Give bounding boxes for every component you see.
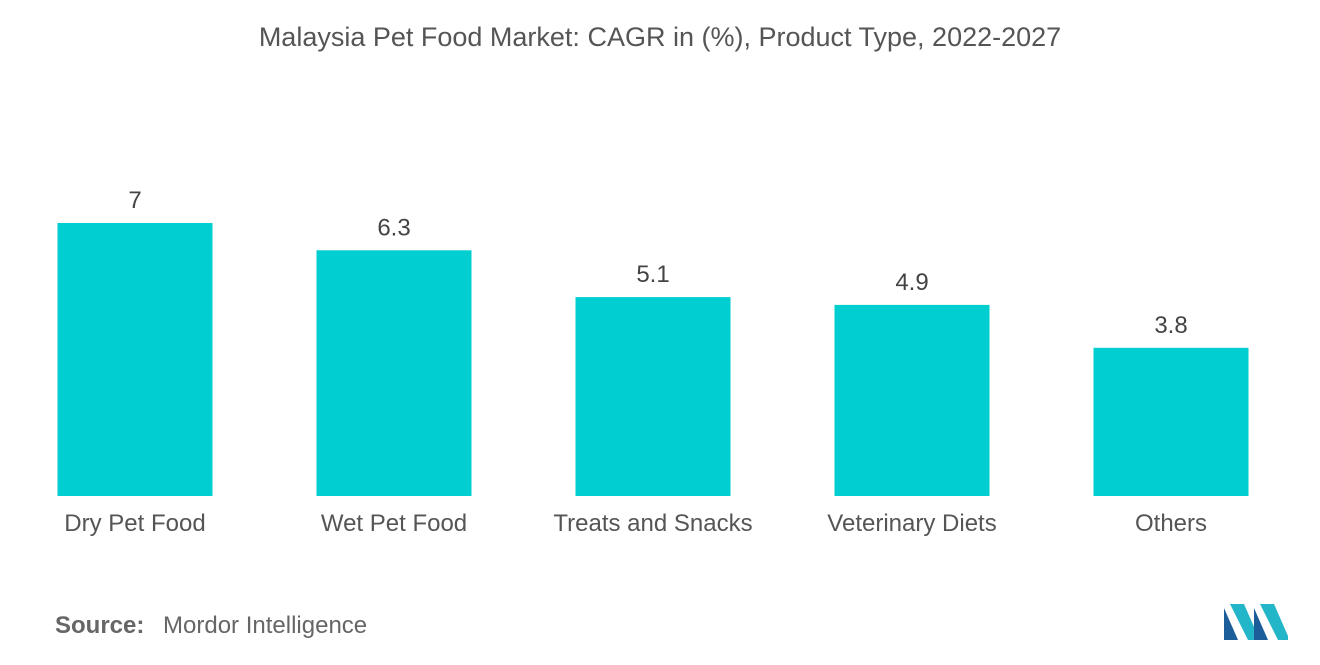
data-label: 3.8 (1154, 312, 1187, 339)
bar-veterinary-diets (834, 304, 990, 496)
source-line: Source: Mordor Intelligence (55, 612, 367, 640)
source-text: Mordor Intelligence (163, 612, 368, 639)
data-label: 5.1 (636, 261, 669, 288)
category-label: Dry Pet Food (64, 510, 205, 537)
bar-wet-pet-food (316, 250, 472, 496)
chart-title: Malaysia Pet Food Market: CAGR in (%), P… (258, 22, 1062, 52)
category-label: Wet Pet Food (321, 510, 467, 537)
mordor-intelligence-logo-icon (1224, 604, 1288, 640)
category-label: Treats and Snacks (553, 510, 752, 537)
data-label: 7 (128, 187, 141, 214)
data-label: 4.9 (895, 269, 928, 296)
data-label: 6.3 (377, 214, 410, 241)
category-label: Others (1135, 510, 1207, 537)
bar-dry-pet-food (57, 223, 213, 496)
bar-treats-and-snacks (575, 297, 731, 496)
category-label: Veterinary Diets (827, 510, 996, 537)
bar-chart: 7 Dry Pet Food 6.3 Wet Pet Food 5.1 Treats an… (57, 187, 1249, 537)
source-label: Source: (55, 612, 145, 639)
bar-others (1093, 347, 1249, 496)
